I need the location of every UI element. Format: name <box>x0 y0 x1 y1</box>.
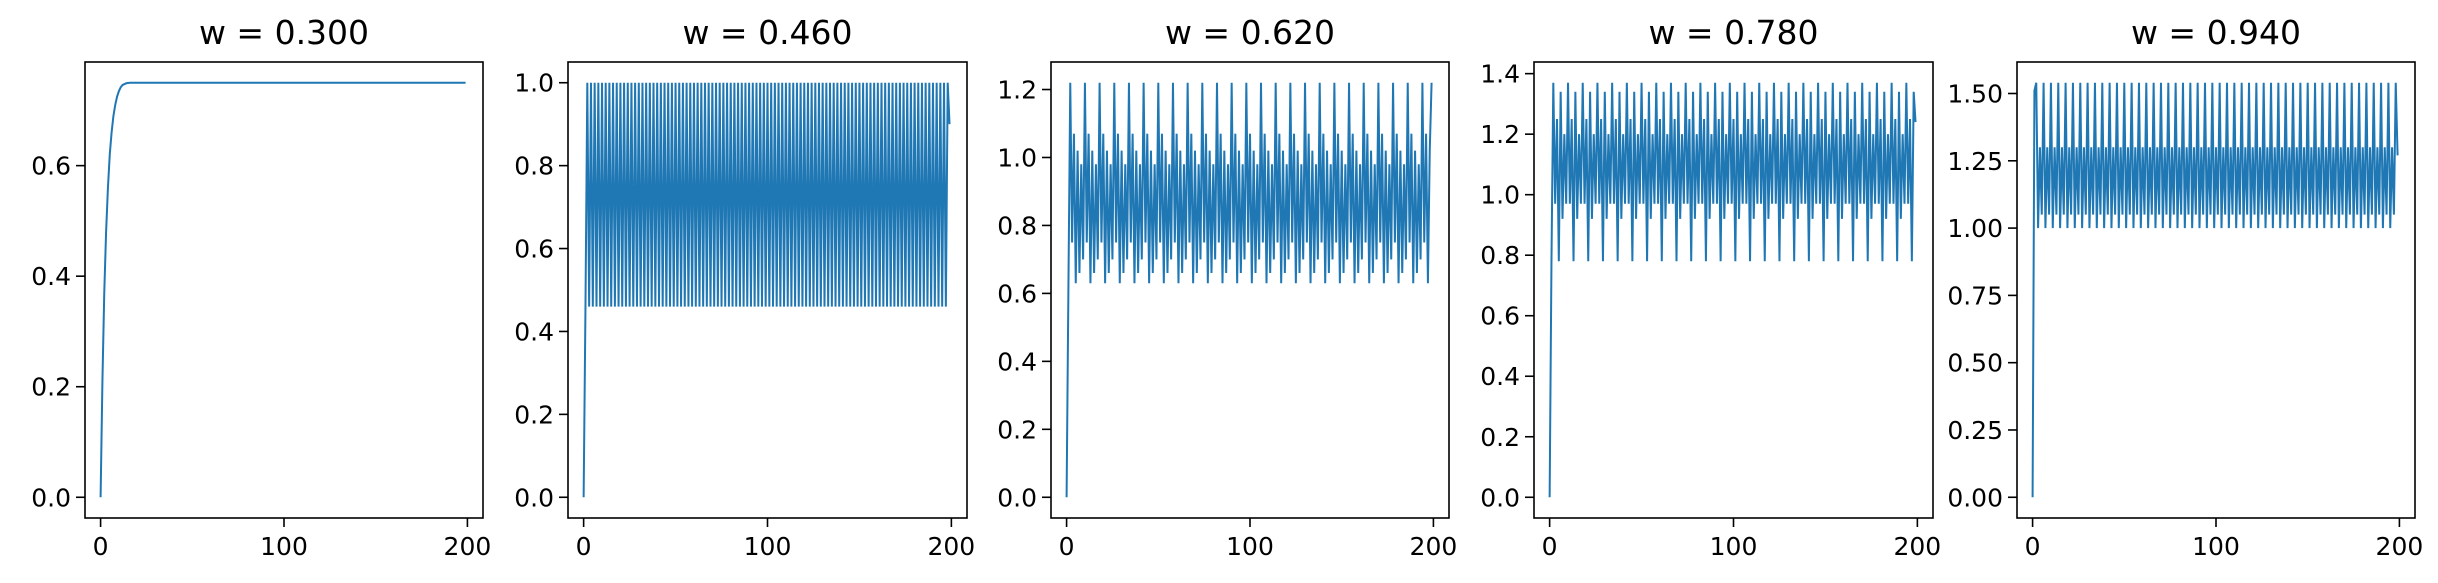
y-tick-label: 0.0 <box>514 483 554 512</box>
y-tick-label: 0.2 <box>31 373 71 402</box>
y-tick-label: 1.4 <box>1480 60 1520 89</box>
y-tick-label: 1.2 <box>1480 120 1520 149</box>
x-tick-label: 200 <box>1894 532 1942 561</box>
y-tick-label: 1.2 <box>997 76 1037 105</box>
y-tick-label: 0.75 <box>1947 281 2003 310</box>
y-tick-label: 0.4 <box>514 317 554 346</box>
series-line <box>2031 82 2399 498</box>
subplot-title: w = 0.300 <box>199 13 369 52</box>
subplot-4: w = 0.780 0 100 200 0.0 0.2 0.4 0.6 0.8 1.0 1.2 1.4 <box>1480 13 1941 561</box>
y-tick-label: 0.6 <box>514 235 554 264</box>
x-tick-label: 0 <box>93 532 109 561</box>
x-tick-label: 200 <box>928 532 976 561</box>
y-tick-label: 0.8 <box>514 152 554 181</box>
subplot-3: w = 0.620 0 100 200 0.0 0.2 0.4 0.6 0.8 1.0 1.2 <box>997 13 1457 561</box>
x-tick-label: 100 <box>2192 532 2240 561</box>
x-tick-label: 100 <box>1710 532 1758 561</box>
subplot-1: w = 0.300 0 100 200 0.0 0.2 0.4 0.6 <box>31 13 491 561</box>
y-tick-label: 0.50 <box>1947 349 2003 378</box>
series-line <box>1548 82 1917 498</box>
x-tick-label: 0 <box>1059 532 1075 561</box>
y-tick-label: 1.0 <box>997 143 1037 172</box>
x-tick-label: 0 <box>2025 532 2041 561</box>
y-tick-label: 1.50 <box>1947 79 2003 108</box>
y-tick-label: 0.6 <box>997 279 1037 308</box>
y-tick-label: 0.2 <box>1480 423 1520 452</box>
axes-frame <box>1050 61 1450 519</box>
subplot-2: w = 0.460 0 100 200 0.0 0.2 0.4 0.6 0.8 1.0 <box>514 13 975 561</box>
x-tick-label: 200 <box>1410 532 1458 561</box>
subplot-5: w = 0.940 0 100 200 0.00 0.25 0.50 0.75 1.00 1.25… <box>1947 13 2423 561</box>
y-tick-label: 1.0 <box>1480 181 1520 210</box>
x-tick-label: 0 <box>1542 532 1558 561</box>
y-tick-label: 1.00 <box>1947 214 2003 243</box>
y-tick-label: 0.0 <box>1480 483 1520 512</box>
y-tick-label: 0.0 <box>31 483 71 512</box>
x-tick-label: 200 <box>444 532 492 561</box>
axes-frame <box>84 61 484 519</box>
subplot-title: w = 0.460 <box>682 13 852 52</box>
y-tick-label: 0.4 <box>31 262 71 291</box>
x-tick-label: 100 <box>744 532 792 561</box>
y-tick-label: 0.6 <box>31 152 71 181</box>
x-tick-label: 100 <box>1226 532 1274 561</box>
x-tick-label: 100 <box>260 532 308 561</box>
y-tick-label: 0.6 <box>1480 302 1520 331</box>
subplot-title: w = 0.620 <box>1165 13 1335 52</box>
y-tick-label: 0.8 <box>1480 241 1520 270</box>
y-tick-label: 0.00 <box>1947 483 2003 512</box>
x-tick-label: 0 <box>576 532 592 561</box>
series-line <box>582 82 951 498</box>
subplot-title: w = 0.780 <box>1648 13 1818 52</box>
y-tick-label: 0.4 <box>997 347 1037 376</box>
axes-frame <box>2016 61 2416 519</box>
series-line <box>1065 82 1433 498</box>
x-tick-label: 200 <box>2376 532 2424 561</box>
y-tick-label: 0.4 <box>1480 362 1520 391</box>
y-tick-label: 0.0 <box>997 483 1037 512</box>
y-tick-label: 1.0 <box>514 69 554 98</box>
y-tick-label: 0.2 <box>997 415 1037 444</box>
y-tick-label: 0.2 <box>514 400 554 429</box>
series-line <box>99 81 466 498</box>
y-tick-label: 0.8 <box>997 211 1037 240</box>
subplot-title: w = 0.940 <box>2131 13 2301 52</box>
y-tick-label: 1.25 <box>1947 147 2003 176</box>
y-tick-label: 0.25 <box>1947 416 2003 445</box>
